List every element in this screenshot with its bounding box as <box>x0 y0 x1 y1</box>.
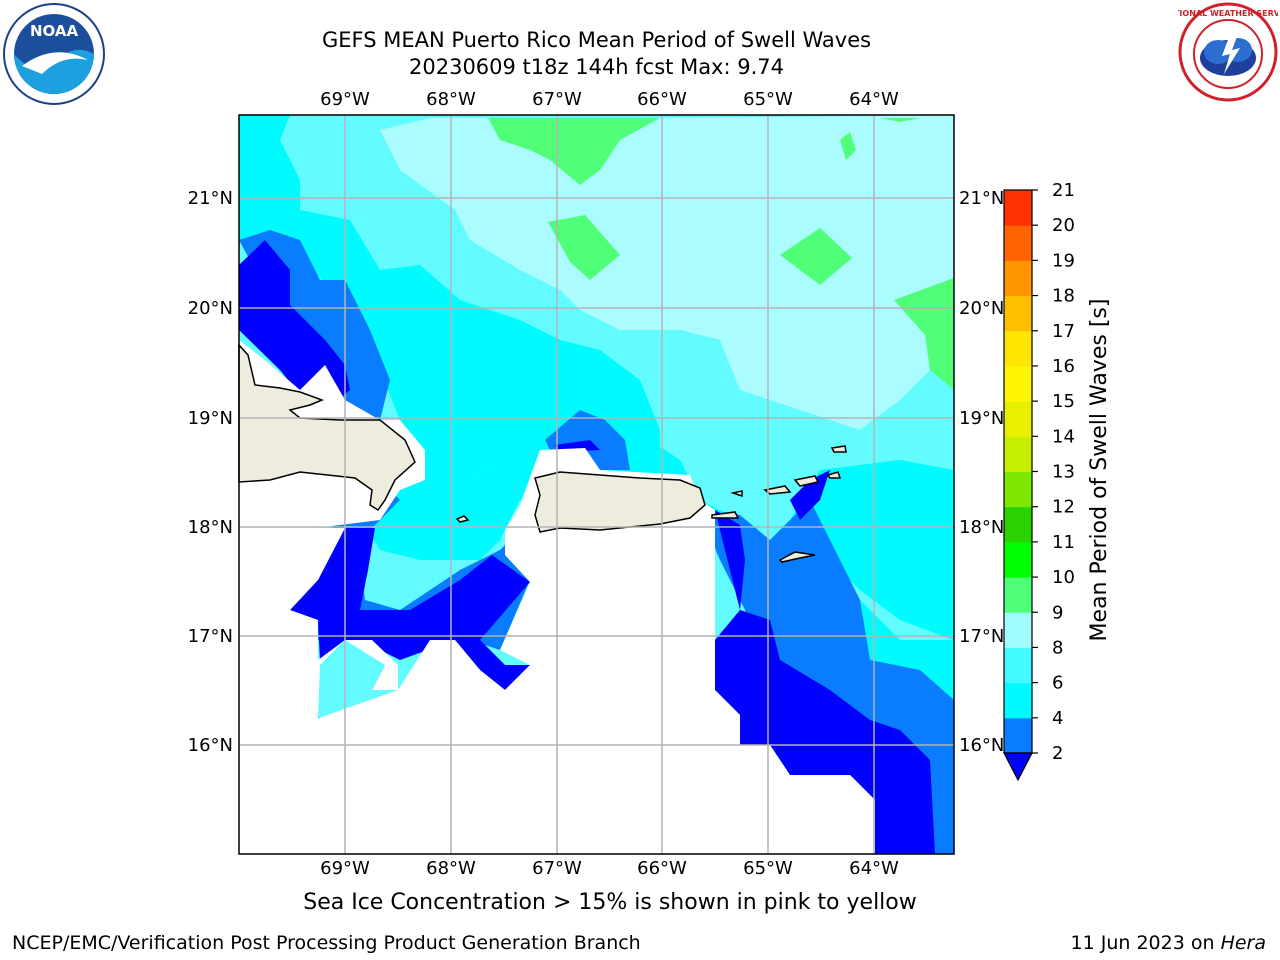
contour-10-11-a <box>548 215 620 280</box>
lon-label-bottom: 64°W <box>849 858 899 879</box>
mona-island <box>455 515 470 523</box>
colorbar-tick-label: 14 <box>1052 426 1075 447</box>
lon-label-bottom: 65°W <box>743 858 793 879</box>
contour-2-4-east-islands <box>790 470 830 520</box>
colorbar-tick-label: 16 <box>1052 356 1075 377</box>
colorbar-label: Mean Period of Swell Waves [s] <box>1087 299 1112 642</box>
contour-2-4-east <box>715 510 935 854</box>
lat-label-left: 21°N <box>188 188 233 209</box>
date-line: 11 Jun 2023 on Hera <box>1071 932 1266 954</box>
lat-label-right: 17°N <box>959 626 1004 647</box>
lon-label-top: 65°W <box>743 89 793 110</box>
contour-10-11-c <box>840 132 856 160</box>
colorbar-tick-label: 10 <box>1052 567 1075 588</box>
contour-2-4-southwest <box>290 528 530 660</box>
colorbar-segment <box>1004 682 1032 719</box>
colorbar-tick-label: 12 <box>1052 497 1075 518</box>
colorbar-segment <box>1004 190 1032 226</box>
hispaniola-land <box>238 343 416 512</box>
colorbar-segment <box>1004 541 1032 578</box>
contour-2-4-south-a <box>455 640 530 690</box>
nws-logo-text: NATIONAL WEATHER SERVICE <box>1178 9 1278 18</box>
lon-label-bottom: 69°W <box>320 858 370 879</box>
credit-line: NCEP/EMC/Verification Post Processing Pr… <box>12 932 641 954</box>
host-name: Hera <box>1220 932 1266 954</box>
lat-label-right: 20°N <box>959 298 1004 319</box>
contour-6-8-north <box>239 115 300 210</box>
colorbar-tick-label: 11 <box>1052 532 1075 553</box>
chart-title: GEFS MEAN Puerto Rico Mean Period of Swe… <box>321 28 872 52</box>
colorbar-tick-label: 20 <box>1052 215 1075 236</box>
date-text: 11 Jun 2023 on <box>1070 932 1221 954</box>
colorbar-segment <box>1004 471 1032 508</box>
colorbar-tick-label: 19 <box>1052 250 1075 271</box>
map-frame <box>238 114 955 855</box>
colorbar-tick-label: 8 <box>1052 637 1063 658</box>
colorbar-tick-label: 2 <box>1052 743 1063 764</box>
colorbar: 2 4 6 8 9 10 11 12 13 14 15 16 17 18 19 20 21 <box>1003 180 1075 782</box>
colorbar-tick-label: 13 <box>1052 462 1075 483</box>
lat-label-right: 18°N <box>959 517 1004 538</box>
colorbar-segment <box>1004 436 1032 472</box>
colorbar-segment <box>1004 647 1032 684</box>
noaa-logo: NOAA <box>3 3 105 105</box>
lon-label-top: 67°W <box>532 89 582 110</box>
lat-label-right: 21°N <box>959 188 1004 209</box>
lat-label-left: 20°N <box>188 298 233 319</box>
map-grid <box>239 115 954 854</box>
colorbar-tick-label: 17 <box>1052 321 1075 342</box>
noaa-logo-text: NOAA <box>30 22 79 40</box>
masked-region-southwest <box>239 528 398 718</box>
colorbar-tick-label: 4 <box>1052 708 1063 729</box>
lat-label-left: 18°N <box>188 517 233 538</box>
lat-label-left: 16°N <box>188 735 233 756</box>
contour-10-11-d <box>894 278 954 390</box>
colorbar-tick-label: 18 <box>1052 286 1075 307</box>
chart-subtitle: 20230609 t18z 144h fcst Max: 9.74 <box>409 55 784 79</box>
contour-9-10 <box>380 115 954 430</box>
colorbar-segment <box>1004 717 1032 754</box>
contour-10-11-b <box>780 228 852 285</box>
colorbar-tick-label: 21 <box>1052 180 1075 201</box>
lat-label-right: 16°N <box>959 735 1004 756</box>
contour-6-8-east <box>790 460 954 640</box>
lon-label-bottom: 68°W <box>426 858 476 879</box>
contour-4-6-east <box>700 500 954 854</box>
colorbar-segment <box>1004 260 1032 297</box>
colorbar-segment <box>1004 295 1032 332</box>
contour-2-4-northwest <box>239 240 350 410</box>
colorbar-segment <box>1004 612 1032 648</box>
lon-label-top: 68°W <box>426 89 476 110</box>
virgin-islands <box>711 445 847 519</box>
colorbar-tick-label: 15 <box>1052 391 1075 412</box>
colorbar-segment <box>1004 506 1032 543</box>
colorbar-tick-label: 6 <box>1052 673 1063 694</box>
lat-label-right: 19°N <box>959 408 1004 429</box>
colorbar-segment <box>1004 401 1032 437</box>
swell-period-field <box>239 115 954 854</box>
contour-10-11-north <box>488 118 660 185</box>
nws-logo: NATIONAL WEATHER SERVICE <box>1178 2 1278 102</box>
sea-ice-note: Sea Ice Concentration > 15% is shown in … <box>303 890 917 915</box>
lat-label-left: 19°N <box>188 408 233 429</box>
colorbar-segment <box>1004 330 1032 367</box>
colorbar-tick-label: 9 <box>1052 602 1063 623</box>
colorbar-segment <box>1004 365 1032 402</box>
st-croix <box>778 551 816 563</box>
lon-label-bottom: 66°W <box>637 858 687 879</box>
lon-label-top: 69°W <box>320 89 370 110</box>
colorbar-segment <box>1004 577 1032 613</box>
lat-label-left: 17°N <box>188 626 233 647</box>
colorbar-extend-arrow <box>1003 752 1033 782</box>
lon-label-top: 66°W <box>637 89 687 110</box>
colorbar-segment <box>1004 225 1032 261</box>
contour-10-11-e <box>880 118 920 122</box>
lon-label-bottom: 67°W <box>532 858 582 879</box>
lon-label-top: 64°W <box>849 89 899 110</box>
